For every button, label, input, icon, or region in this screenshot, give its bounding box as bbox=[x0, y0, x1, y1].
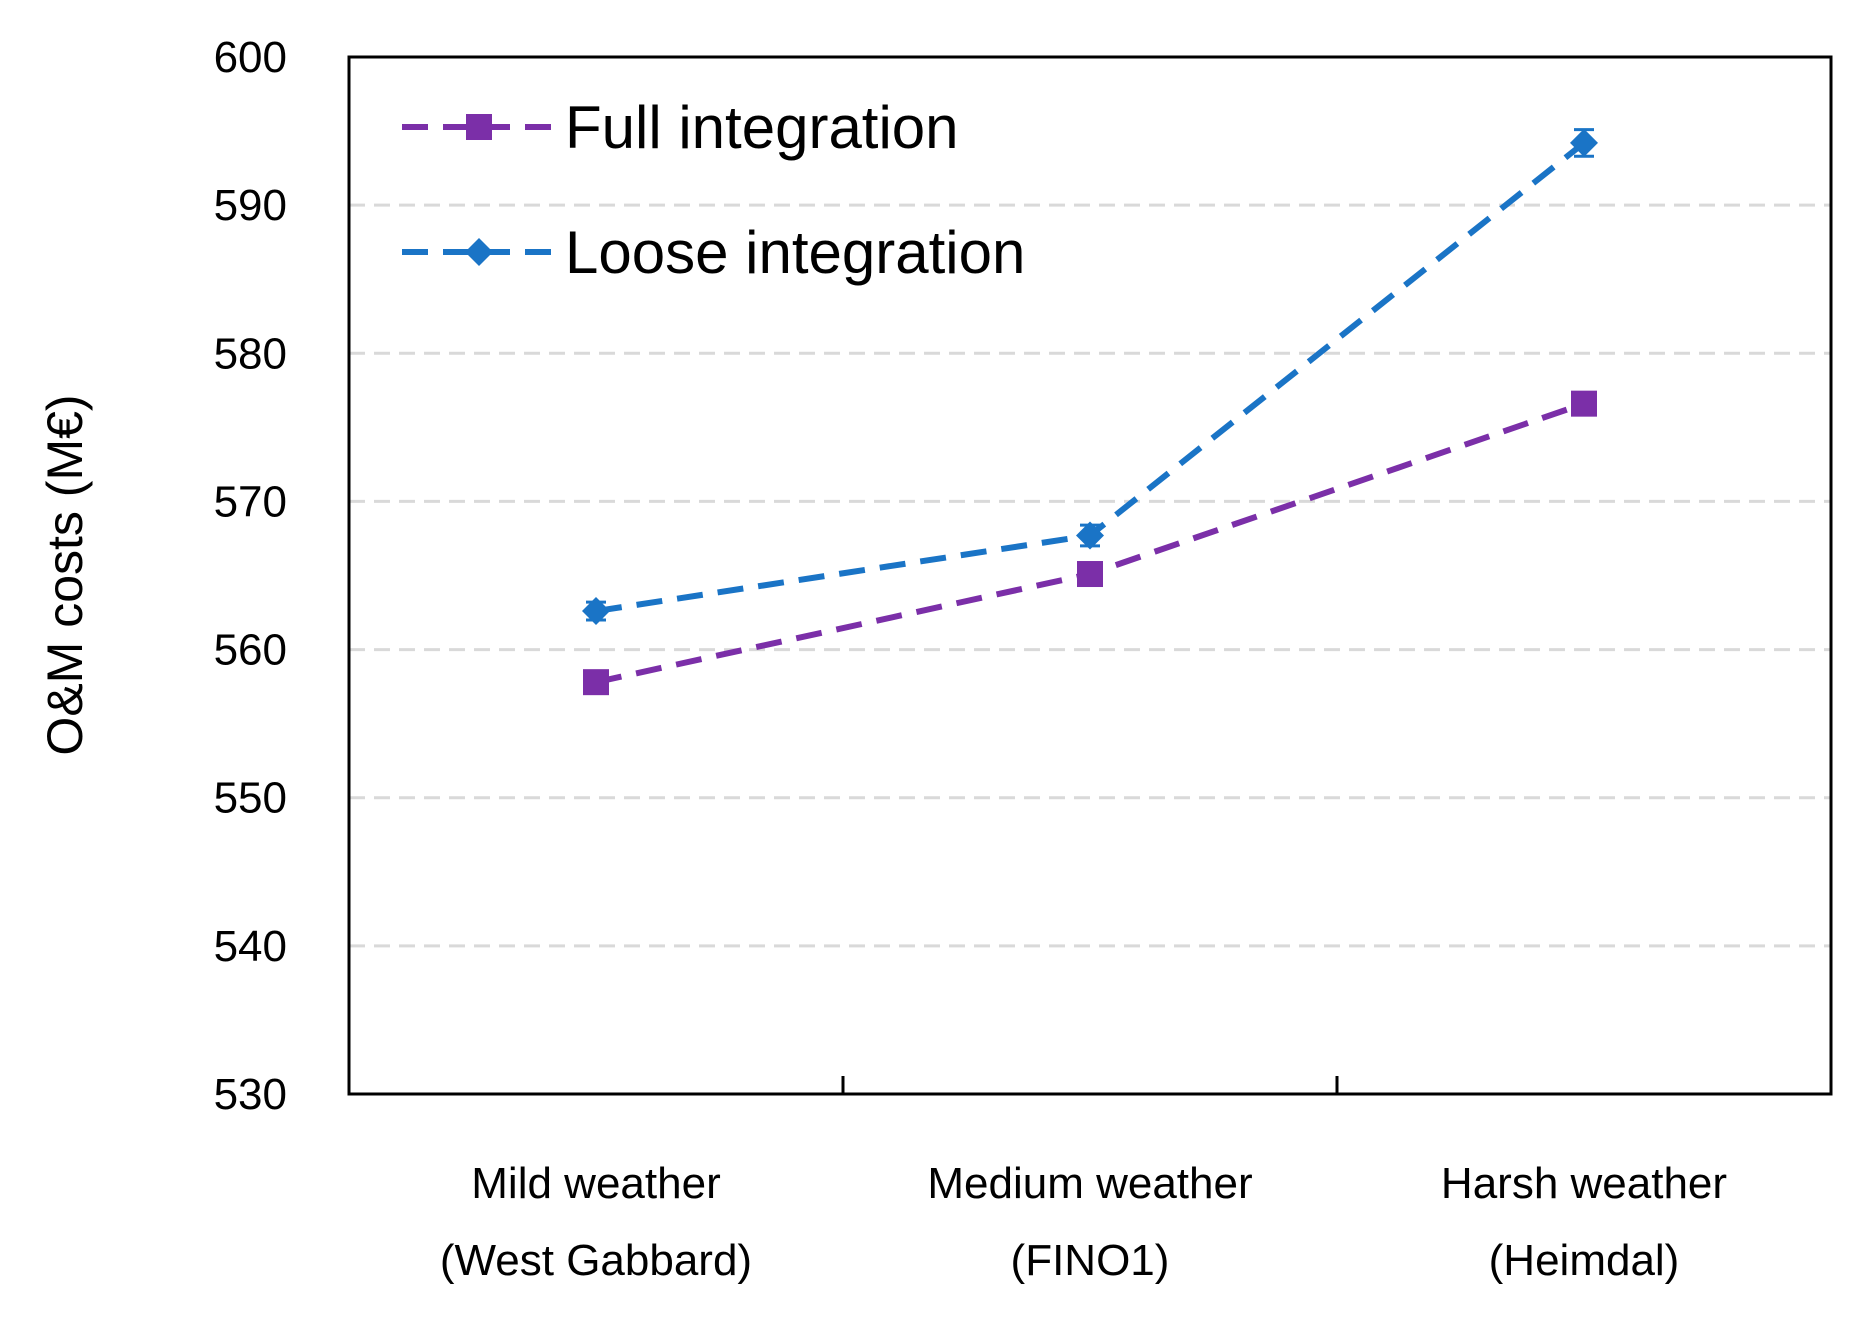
x-tick-label-2-line-0: Harsh weather bbox=[1441, 1159, 1727, 1208]
grid-lines bbox=[349, 203, 1831, 948]
y-tick-label-590: 590 bbox=[214, 181, 287, 230]
legend-label-0: Full integration bbox=[565, 94, 959, 161]
y-tick-label-550: 550 bbox=[214, 774, 287, 823]
plot-frame bbox=[347, 55, 1833, 1096]
data-point-1-0 bbox=[582, 597, 610, 626]
y-tick-label-540: 540 bbox=[214, 922, 287, 971]
x-axis-ticks bbox=[841, 1076, 1339, 1094]
legend-label-1: Loose integration bbox=[565, 219, 1025, 286]
y-tick-label-530: 530 bbox=[214, 1070, 287, 1119]
data-point-1-2 bbox=[1570, 128, 1598, 157]
x-tick-label-1-line-0: Medium weather bbox=[927, 1159, 1252, 1208]
x-tick-label-0-line-1: (West Gabbard) bbox=[440, 1236, 752, 1285]
data-point-0-1 bbox=[1077, 561, 1103, 588]
x-tick-label-1-line-1: (FINO1) bbox=[1011, 1236, 1170, 1285]
data-point-0-2 bbox=[1571, 390, 1597, 417]
legend-marker-1 bbox=[465, 238, 493, 266]
data-point-1-1 bbox=[1076, 521, 1104, 550]
x-axis-tick-labels: Mild weather (West Gabbard) Medium weather… bbox=[440, 1159, 1727, 1285]
y-axis-tick-labels: 530 540 550 560 570 580 590 600 bbox=[214, 33, 287, 1119]
y-axis-title: O&M costs (M€) bbox=[37, 394, 93, 755]
y-tick-label-570: 570 bbox=[214, 477, 287, 526]
y-tick-label-560: 560 bbox=[214, 626, 287, 675]
legend: Full integration Loose integration bbox=[402, 94, 1025, 286]
data-point-0-0 bbox=[583, 669, 609, 696]
series-layer bbox=[582, 128, 1598, 696]
x-tick-label-0-line-0: Mild weather bbox=[471, 1159, 720, 1208]
y-tick-label-580: 580 bbox=[214, 329, 287, 378]
y-tick-label-600: 600 bbox=[214, 33, 287, 82]
x-tick-label-2-line-1: (Heimdal) bbox=[1489, 1236, 1680, 1285]
legend-marker-0 bbox=[466, 114, 492, 140]
